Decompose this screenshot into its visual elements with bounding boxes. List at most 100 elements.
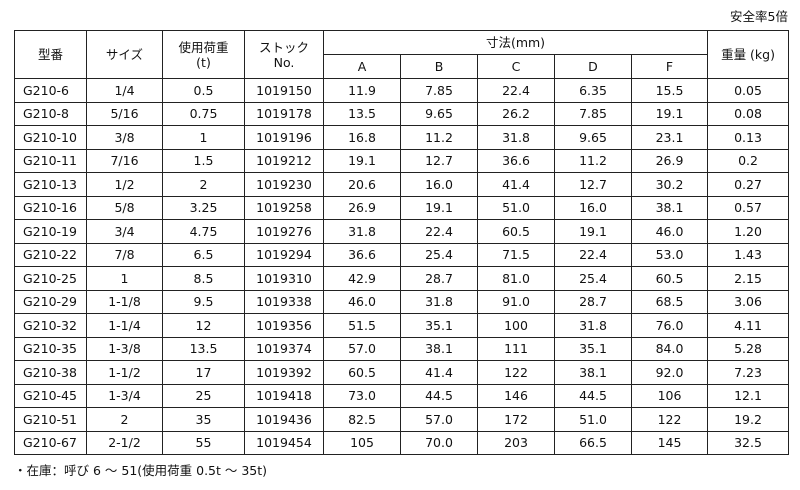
cell: 172 — [477, 407, 555, 432]
data-row: G210-11 7/16 1.5 1019212 19.1 12.7 36.6 11.2 26.… — [14, 148, 790, 173]
cell: 8.5 — [162, 266, 245, 291]
cell: G210-51 — [14, 407, 87, 432]
cell: 1-1/8 — [86, 289, 163, 314]
cell: G210-11 — [14, 148, 87, 173]
data-row: G210-67 2-1/2 55 1019454 105 70.0 203 66.5 145 32… — [14, 430, 790, 455]
cell: 100 — [477, 313, 555, 338]
cell: 1/4 — [86, 78, 163, 103]
data-row: G210-16 5/8 3.25 1019258 26.9 19.1 51.0 16.0 38.… — [14, 195, 790, 220]
data-row: G210-10 3/8 1 1019196 16.8 11.2 31.8 9.65 23.1 0.… — [14, 125, 790, 150]
cell: 1-3/8 — [86, 336, 163, 361]
cell: 1 — [162, 125, 245, 150]
cell: 16.0 — [554, 195, 632, 220]
subheader-cell: C — [477, 54, 555, 79]
cell: 1-3/4 — [86, 383, 163, 408]
cell: 2-1/2 — [86, 430, 163, 455]
cell: 1/2 — [86, 172, 163, 197]
cell: 31.8 — [554, 313, 632, 338]
cell: 0.75 — [162, 101, 245, 126]
data-row: G210-25 1 8.5 1019310 42.9 28.7 81.0 25.4 60.5 2.… — [14, 266, 790, 291]
data-row: G210-35 1-3/8 13.5 1019374 57.0 38.1 111 35.1 84… — [14, 336, 790, 361]
cell: 3/8 — [86, 125, 163, 150]
cell: G210-13 — [14, 172, 87, 197]
cell: G210-22 — [14, 242, 87, 267]
cell: 0.2 — [707, 148, 790, 173]
cell: G210-25 — [14, 266, 87, 291]
cell: 4.75 — [162, 219, 245, 244]
cell: 1019310 — [244, 266, 324, 291]
cell: 19.1 — [554, 219, 632, 244]
cell: G210-45 — [14, 383, 87, 408]
header-row: 型番 サイズ 使用荷重 (t) ストック No. 寸法(mm) 重量 (kg) — [14, 30, 790, 79]
cell: 26.9 — [323, 195, 401, 220]
cell: 0.57 — [707, 195, 790, 220]
cell: 15.5 — [630, 78, 709, 103]
cell: 1019276 — [244, 219, 324, 244]
cell: 1019230 — [244, 172, 324, 197]
cell: 1019178 — [244, 101, 324, 126]
cell: 35.1 — [400, 313, 478, 338]
cell: 25 — [162, 383, 245, 408]
cell: G210-32 — [14, 313, 87, 338]
cell: 22.4 — [400, 219, 478, 244]
cell: G210-16 — [14, 195, 87, 220]
cell: 25.4 — [554, 266, 632, 291]
subheader-cell: F — [630, 54, 709, 79]
cell: 26.2 — [477, 101, 555, 126]
cell: 9.65 — [400, 101, 478, 126]
cell: 11.9 — [323, 78, 401, 103]
cell: 38.1 — [400, 336, 478, 361]
cell: 105 — [323, 430, 401, 455]
cell: 53.0 — [630, 242, 709, 267]
cell: 38.1 — [630, 195, 709, 220]
cell: 122 — [630, 407, 709, 432]
cell: 1019374 — [244, 336, 324, 361]
cell: 36.6 — [323, 242, 401, 267]
cell: G210-35 — [14, 336, 87, 361]
subheader-cell: A — [323, 54, 401, 79]
cell: 51.0 — [554, 407, 632, 432]
cell: 203 — [477, 430, 555, 455]
cell: 145 — [630, 430, 709, 455]
spec-table: 型番 サイズ 使用荷重 (t) ストック No. 寸法(mm) 重量 (kg) A B C D F G2… — [14, 30, 790, 455]
cell: 71.5 — [477, 242, 555, 267]
cell: 38.1 — [554, 360, 632, 385]
data-row: G210-13 1/2 2 1019230 20.6 16.0 41.4 12.7 30.2 0.… — [14, 172, 790, 197]
cell: 9.65 — [554, 125, 632, 150]
header-cell: ストック No. — [244, 30, 324, 79]
cell: 35.1 — [554, 336, 632, 361]
cell: 42.9 — [323, 266, 401, 291]
stock-note: ・在庫：呼び 6 〜 51(使用荷重 0.5t 〜 35t) — [14, 463, 268, 478]
cell: 55 — [162, 430, 245, 455]
cell: 51.5 — [323, 313, 401, 338]
data-row: G210-29 1-1/8 9.5 1019338 46.0 31.8 91.0 28.7 68… — [14, 289, 790, 314]
cell: 20.6 — [323, 172, 401, 197]
cell: 19.1 — [400, 195, 478, 220]
cell: 11.2 — [554, 148, 632, 173]
cell: 16.8 — [323, 125, 401, 150]
cell: 0.27 — [707, 172, 790, 197]
cell: 19.1 — [630, 101, 709, 126]
cell: 76.0 — [630, 313, 709, 338]
header-text: (t) — [196, 54, 211, 70]
cell: 57.0 — [323, 336, 401, 361]
cell: 1019212 — [244, 148, 324, 173]
cell: 22.4 — [477, 78, 555, 103]
cell: 26.9 — [630, 148, 709, 173]
cell: G210-19 — [14, 219, 87, 244]
cell: 0.13 — [707, 125, 790, 150]
cell: 51.0 — [477, 195, 555, 220]
cell: 84.0 — [630, 336, 709, 361]
cell: 81.0 — [477, 266, 555, 291]
cell: 3/4 — [86, 219, 163, 244]
cell: 1.5 — [162, 148, 245, 173]
header-cell: サイズ — [86, 30, 163, 79]
header-text: サイズ — [105, 47, 144, 62]
cell: 7.23 — [707, 360, 790, 385]
cell: 3.25 — [162, 195, 245, 220]
cell: 7/8 — [86, 242, 163, 267]
cell: 12.1 — [707, 383, 790, 408]
cell: 1019392 — [244, 360, 324, 385]
header-text: 寸法(mm) — [485, 35, 546, 50]
cell: 0.05 — [707, 78, 790, 103]
